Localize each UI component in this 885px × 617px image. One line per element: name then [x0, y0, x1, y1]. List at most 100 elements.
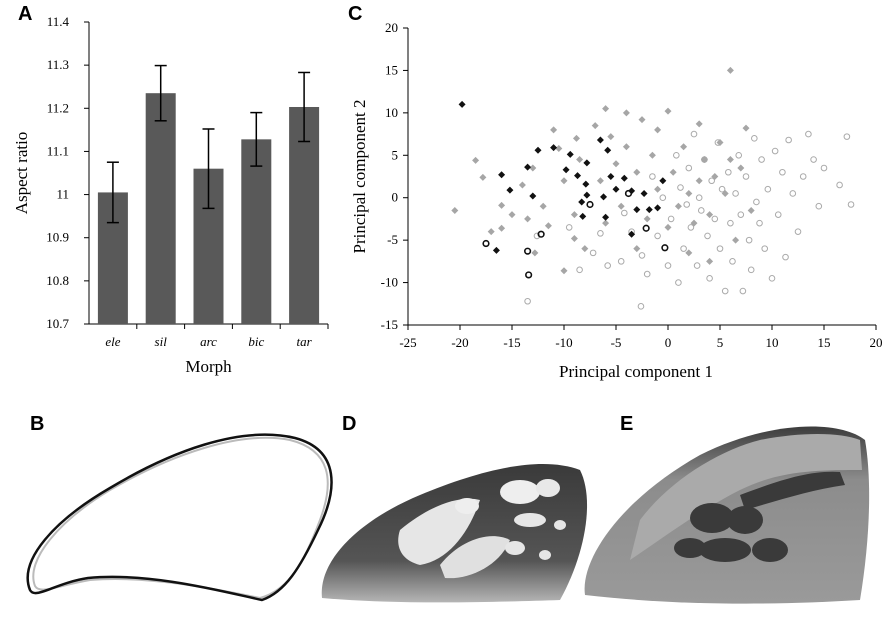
point [591, 122, 599, 130]
point [524, 215, 532, 223]
point [697, 207, 705, 214]
point [756, 219, 763, 227]
point [633, 168, 641, 176]
point [706, 275, 713, 282]
x-tick-label: -10 [555, 335, 572, 350]
point [602, 219, 610, 227]
point [604, 262, 611, 269]
point [555, 144, 563, 152]
point [742, 124, 750, 132]
point [498, 224, 506, 232]
point [638, 252, 646, 259]
point [742, 173, 750, 180]
point [799, 173, 807, 180]
point [654, 185, 662, 193]
point [774, 211, 782, 218]
point [737, 164, 745, 172]
point [642, 224, 650, 232]
point [617, 202, 625, 210]
point [687, 224, 695, 231]
point [674, 202, 682, 210]
point [523, 247, 532, 255]
point [700, 156, 708, 164]
error-bar [106, 161, 119, 224]
point [737, 211, 745, 218]
point [820, 164, 828, 172]
point [534, 146, 542, 154]
point [633, 245, 641, 253]
point [654, 232, 661, 240]
point [751, 135, 758, 142]
point [729, 258, 736, 265]
point [570, 234, 578, 242]
x-axis-label: Morph [185, 357, 232, 376]
point [727, 219, 734, 227]
x-tick-label: 15 [818, 335, 831, 350]
bar [145, 93, 176, 324]
point [620, 174, 628, 182]
bar [241, 139, 272, 324]
point [673, 151, 680, 159]
x-tick-label: sil [155, 334, 168, 349]
point [524, 297, 531, 305]
point [589, 249, 597, 257]
point [544, 222, 552, 230]
point [596, 136, 604, 144]
point [725, 168, 732, 176]
point [602, 105, 610, 113]
point [732, 190, 739, 197]
point [482, 239, 490, 248]
y-tick-label: 15 [385, 62, 398, 77]
point [680, 245, 687, 252]
point [716, 139, 724, 147]
point [539, 202, 547, 210]
point [659, 177, 667, 185]
point [628, 230, 636, 238]
point [579, 212, 587, 220]
y-tick-label: 20 [385, 20, 398, 35]
point [664, 107, 672, 115]
error-bar [298, 71, 311, 143]
point [560, 267, 568, 275]
point [607, 173, 615, 180]
point [718, 185, 726, 193]
x-tick-label: ele [105, 334, 120, 349]
point [607, 133, 615, 141]
point [645, 206, 653, 214]
point [654, 126, 662, 134]
x-tick-label: -25 [399, 335, 416, 350]
point [597, 230, 604, 237]
point [690, 219, 698, 227]
point [810, 156, 817, 163]
point [451, 206, 459, 214]
y-tick-label: 10 [385, 105, 398, 120]
point [612, 160, 620, 168]
point [779, 168, 786, 176]
point [732, 236, 740, 244]
point [458, 100, 466, 108]
point [805, 130, 812, 138]
point [654, 204, 662, 212]
point [492, 246, 500, 254]
point [583, 191, 591, 199]
error-bar [154, 64, 167, 122]
y-tick-label: -5 [387, 232, 398, 247]
point [695, 194, 703, 202]
point [677, 184, 684, 191]
point [581, 245, 589, 253]
point [617, 258, 625, 265]
y-tick-label: 0 [392, 190, 399, 205]
point [704, 232, 711, 240]
point [604, 146, 612, 154]
point [661, 244, 669, 252]
point [711, 173, 719, 180]
point [753, 198, 760, 206]
point [664, 262, 672, 269]
point [843, 133, 851, 140]
point [726, 66, 734, 74]
point [711, 215, 719, 223]
point [566, 150, 574, 158]
point [695, 120, 703, 128]
point [683, 201, 691, 208]
